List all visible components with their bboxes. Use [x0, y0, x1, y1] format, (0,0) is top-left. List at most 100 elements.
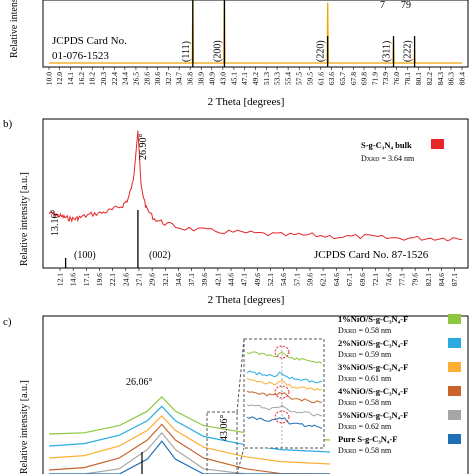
panel-a-tick-label: 16.2	[77, 72, 86, 85]
panel-b-peak-label-100: (100)	[74, 250, 96, 261]
panel-c-inset-line	[246, 390, 323, 404]
panel-c-zoom-box-large	[243, 338, 325, 449]
panel-a-reference-line2: 01-076-1523	[52, 50, 109, 62]
panel-b-tick-label: 72.1	[371, 273, 380, 286]
panel-c-series-line	[49, 431, 330, 474]
panel-b-tick-label: 19.6	[95, 273, 104, 286]
panel-b-tick-label: 34.6	[174, 273, 183, 286]
panel-a-top-label-1: 7	[380, 0, 385, 11]
panel-b-x-ticks: 12.1 14.6 17.1 19.6 22.1 24.6 27.1 29.6 32.1 34.6…	[56, 268, 459, 286]
panel-c-legend-name: 2%NiO/S-g-C₃N₄-F	[338, 338, 408, 348]
panel-c-series-line	[48, 415, 331, 465]
panel-b-tick-label: 29.6	[148, 273, 157, 286]
panel-b-annotation-13: 13.16°	[50, 210, 61, 237]
panel-c-legend-size: DXRD = 0.62 nm	[338, 422, 392, 431]
panel-a-x-title: 2 Theta [degrees]	[208, 96, 285, 108]
panel-c-legend-name: 1%NiO/S-g-C₃N₄-F	[338, 314, 408, 324]
panel-a-tick-label: 88.4	[458, 72, 467, 85]
panel-a-tick-label: 65.7	[338, 72, 347, 85]
panel-a-tick-label: 53.3	[273, 72, 282, 85]
panel-a-tick-label: 73.9	[381, 72, 390, 85]
panel-b-tick-label: 64.6	[332, 273, 341, 286]
panel-a-tick-label: 71.9	[371, 72, 380, 85]
panel-c-legend-size: DXRD = 0.58 nm	[338, 398, 392, 407]
panel-c-legend-size: DXRD = 0.59 nm	[338, 350, 392, 359]
panel-c-legend-name: Pure S-g-C₃N₄-F	[338, 434, 397, 444]
panel-b-tick-label: 82.1	[424, 273, 433, 286]
panel-a-tick-label: 38.9	[197, 72, 206, 85]
panel-c-legend-swatch	[448, 338, 461, 348]
panel-b-tick-label: 62.1	[319, 273, 328, 286]
panel-c-inset-line	[246, 416, 323, 430]
panel-c-legend: 1%NiO/S-g-C₃N₄-F DXRD = 0.58 nm 2%NiO/S-g-…	[338, 314, 461, 455]
panel-c-legend-name: 3%NiO/S-g-C₃N₄-F	[338, 362, 408, 372]
panel-b-peak-label-002: (002)	[149, 250, 171, 261]
panel-b-tick-label: 74.6	[384, 273, 393, 286]
panel-a-tick-label: 22.4	[110, 72, 119, 85]
panel-a-tick-label: 78.1	[403, 72, 412, 85]
panel-a-tick-label: 80.1	[414, 72, 423, 85]
panel-a-tick-label: 43.0	[218, 72, 227, 85]
panel-a-tick-label: 49.2	[251, 72, 260, 85]
panel-a-tick-label: 55.4	[284, 72, 293, 85]
panel-c-legend-swatch	[448, 362, 461, 372]
panel-a-tick-label: 30.6	[153, 72, 162, 85]
panel-b-legend-name: S-g-C₃N₄ bulk	[361, 140, 412, 150]
panel-a-tick-label: 67.8	[349, 72, 358, 85]
panel-a-tick-label: 20.3	[99, 72, 108, 85]
panel-b-tick-label: 57.1	[292, 273, 301, 286]
panel-b-tick-label: 27.1	[134, 273, 143, 286]
panel-b-reference: JCPDS Card No. 87-1526	[314, 249, 429, 261]
panel-b-tick-label: 42.1	[213, 273, 222, 286]
panel-b-reference-lines	[64, 210, 139, 268]
panel-a-tick-label: 69.8	[360, 72, 369, 85]
panel-b-tick-label: 49.6	[253, 273, 262, 286]
panel-a-peak-label: (200)	[212, 40, 223, 62]
panel-a-tick-label: 57.5	[295, 72, 304, 85]
panel-a-tick-label: 40.9	[207, 72, 216, 85]
panel-b-legend-swatch	[431, 139, 444, 149]
panel-a-top-label-2: 79	[401, 0, 411, 11]
panel-c-label: c)	[3, 316, 12, 328]
panel-c-legend-name: 4%NiO/S-g-C₃N₄-F	[338, 386, 408, 396]
panel-a-tick-label: 61.6	[316, 72, 325, 85]
panel-a-peak-label: (111)	[181, 41, 192, 62]
panel-a-tick-label: 63.6	[327, 72, 336, 85]
panel-b: b) 13.16° 26.90° (100) (002) JCPDS Card …	[3, 118, 469, 306]
panel-a-tick-label: 24.4	[120, 72, 129, 85]
panel-b-tick-label: 47.1	[240, 273, 249, 286]
panel-b-tick-label: 79.6	[411, 273, 420, 286]
panel-a-x-ticks: 10.0 12.0 14.1 16.2 18.2 20.3 22.4 24.4 26.5 28.6…	[45, 67, 467, 85]
panel-a-peak-label: (222)	[403, 40, 414, 62]
panel-b-tick-label: 12.1	[56, 273, 65, 286]
panel-b-tick-label: 52.1	[266, 273, 275, 286]
panel-a-tick-label: 51.3	[262, 72, 271, 85]
panel-a-tick-label: 86.3	[446, 72, 455, 85]
panel-b-series-line	[48, 130, 463, 242]
panel-a-peak-label: (311)	[382, 41, 393, 62]
panel-b-tick-label: 77.1	[398, 273, 407, 286]
panel-a-tick-label: 76.0	[392, 72, 401, 85]
panel-b-annotation-26: 26.90°	[138, 134, 149, 161]
panel-c-inset-line	[246, 378, 323, 392]
panel-b-tick-label: 87.1	[450, 273, 459, 286]
panel-a-tick-label: 36.8	[186, 72, 195, 85]
panel-b-frame	[42, 118, 469, 269]
panel-a-tick-label: 12.0	[55, 72, 64, 85]
panel-a-reference-lines	[192, 0, 416, 67]
panel-c-legend-swatch	[448, 434, 461, 444]
panel-c-inset-line	[246, 404, 323, 417]
panel-a-tick-label: 34.7	[175, 72, 184, 85]
panel-a-peak-label: (220)	[316, 40, 327, 62]
panel-b-tick-label: 44.6	[227, 273, 236, 286]
panel-c-inset-line	[246, 370, 323, 384]
panel-c-inset-line	[246, 351, 323, 364]
panel-b-tick-label: 32.1	[161, 273, 170, 286]
panel-a-tick-label: 14.1	[66, 72, 75, 85]
panel-c-annotation-43: 43.06°	[219, 415, 230, 442]
panel-c-inset-circle-2	[274, 385, 290, 399]
panel-b-label: b)	[3, 118, 13, 130]
panel-b-legend-size: DXRD = 3.64 nm	[361, 154, 415, 163]
panel-a-tick-label: 28.6	[142, 72, 151, 85]
panel-c-inset-series	[246, 346, 323, 448]
